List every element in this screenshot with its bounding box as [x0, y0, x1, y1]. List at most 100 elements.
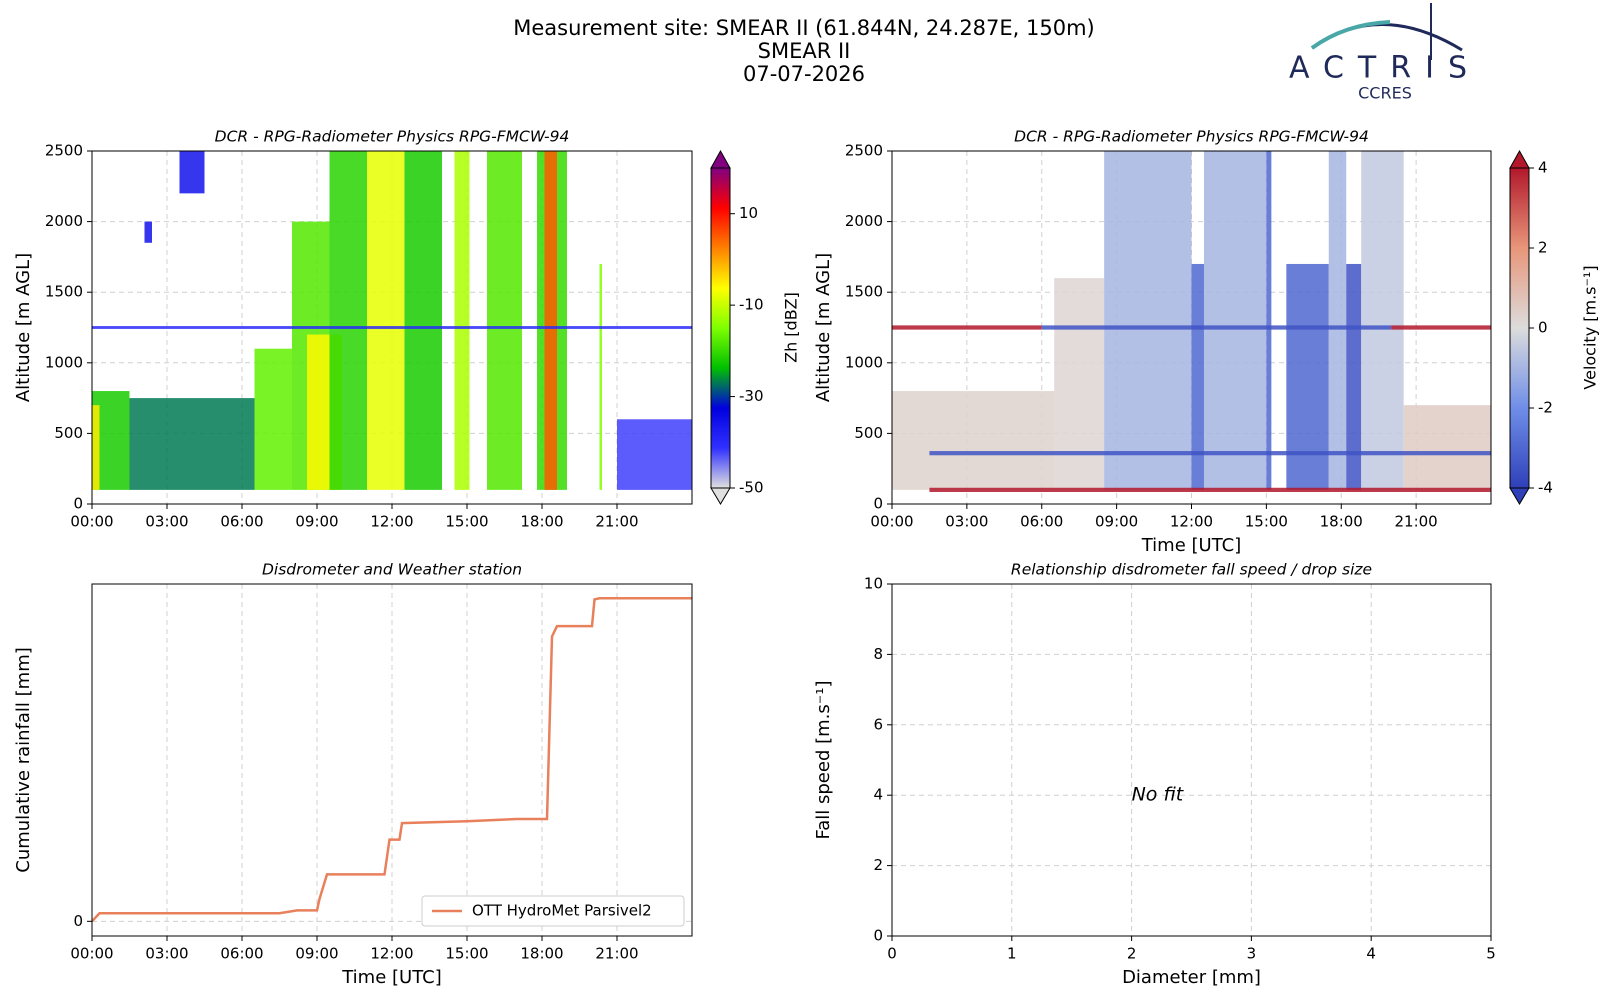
- x-tick-label: 12:00: [1170, 513, 1213, 531]
- axes-frame: [891, 583, 1492, 937]
- y-tick-label: 0: [73, 912, 83, 930]
- colorbar: [1510, 168, 1529, 488]
- logo-name: ACTRIS: [1289, 51, 1481, 86]
- x-tick-label: 3: [1247, 945, 1257, 963]
- heatmap-cell: [1203, 151, 1267, 490]
- heatmap-cell: [129, 398, 255, 490]
- x-tick-label: 18:00: [520, 945, 563, 963]
- x-axis-label: Time [UTC]: [341, 967, 442, 988]
- heatmap-cell: [454, 151, 470, 490]
- colorbar-extension: [1509, 149, 1530, 169]
- panel: No fit 0 1 2 3 4 5 0 2 4 6 8 10 Relationship disdrome…: [813, 561, 1496, 989]
- heatmap-cell: [617, 419, 692, 490]
- panel-title: Disdrometer and Weather station: [262, 561, 522, 579]
- panel-title: DCR - RPG-Radiometer Physics RPG-FMCW-94: [215, 128, 570, 146]
- colorbar-label: Velocity [m.s⁻¹]: [1581, 265, 1600, 389]
- colorbar-tick-label: 4: [1538, 159, 1548, 177]
- suptitle: SMEAR II: [758, 39, 851, 63]
- colorbar-tick-label: -50: [739, 479, 764, 497]
- x-tick-label: 15:00: [445, 513, 488, 531]
- x-tick-label: 4: [1366, 945, 1376, 963]
- logo-arc: [1310, 20, 1391, 50]
- heatmap-cell: [92, 326, 692, 329]
- x-tick-label: 15:00: [1245, 513, 1288, 531]
- colorbar-label: Zh [dBZ]: [782, 292, 801, 363]
- heatmap-cell: [1191, 263, 1204, 490]
- x-tick-label: 5: [1486, 945, 1496, 963]
- colorbar-tick-label: 2: [1538, 239, 1548, 257]
- heatmap-cell: [254, 348, 292, 490]
- heatmap-cell: [487, 151, 522, 490]
- x-axis-label: Diameter [mm]: [1122, 967, 1261, 988]
- y-axis-label: Altitude [m AGL]: [813, 253, 834, 402]
- y-tick-label: 2000: [45, 212, 83, 230]
- x-tick-label: 09:00: [295, 945, 338, 963]
- y-tick-label: 2500: [45, 142, 83, 160]
- x-tick-label: 12:00: [370, 945, 413, 963]
- y-tick-label: 0: [873, 927, 883, 945]
- x-tick-label: 06:00: [220, 945, 263, 963]
- annotation: No fit: [1132, 784, 1185, 806]
- x-tick-label: 06:00: [1020, 513, 1063, 531]
- x-tick-label: 2: [1127, 945, 1137, 963]
- y-tick-label: 1500: [845, 283, 883, 301]
- x-tick-label: 06:00: [220, 513, 263, 531]
- x-axis-label: Time [UTC]: [1141, 535, 1242, 556]
- x-tick-label: 1: [1007, 945, 1017, 963]
- suptitle: 07-07-2026: [743, 62, 865, 86]
- heatmap-cell: [404, 151, 442, 490]
- x-tick-label: 18:00: [1320, 513, 1363, 531]
- colorbar-tick-label: 10: [739, 204, 758, 222]
- y-tick-label: 0: [873, 495, 883, 513]
- plot-area: [892, 584, 1491, 936]
- heatmap-cell: [144, 221, 152, 243]
- logo-subtitle: CCRES: [1358, 84, 1412, 103]
- y-axis-label: Altitude [m AGL]: [13, 253, 34, 402]
- y-tick-label: 6: [873, 715, 883, 733]
- x-tick-label: 03:00: [145, 945, 188, 963]
- y-tick-label: 0: [73, 495, 83, 513]
- panel: OTT HydroMet Parsivel2 00:00 03:00 06:00 09:…: [13, 561, 693, 988]
- y-tick-label: 8: [873, 645, 883, 663]
- x-tick-label: 15:00: [445, 945, 488, 963]
- logo: ACTRIS CCRES: [1289, 3, 1481, 103]
- colorbar-tick-label: -30: [739, 387, 764, 405]
- heatmap-cell: [1391, 325, 1491, 330]
- y-tick-label: 2: [873, 856, 883, 874]
- heatmap-cell: [892, 325, 1042, 330]
- heatmap-cell: [367, 151, 405, 490]
- heatmap-cell: [892, 391, 1055, 490]
- heatmap-cell: [179, 151, 205, 194]
- colorbar-tick-label: -4: [1538, 479, 1553, 497]
- x-tick-label: 21:00: [595, 513, 638, 531]
- y-tick-label: 2500: [845, 142, 883, 160]
- x-tick-label: 03:00: [145, 513, 188, 531]
- colorbar-tick-label: 0: [1538, 319, 1548, 337]
- heatmap-cell: [929, 487, 1491, 492]
- heatmap-cell: [929, 451, 1491, 456]
- colorbar-frame: [710, 167, 731, 489]
- colorbar-extension: [710, 487, 731, 505]
- x-tick-label: 18:00: [520, 513, 563, 531]
- y-tick-label: 1000: [45, 353, 83, 371]
- x-tick-label: 0: [887, 945, 897, 963]
- y-tick-label: 1000: [845, 353, 883, 371]
- y-tick-label: 2000: [845, 212, 883, 230]
- colorbar-tick-label: -2: [1538, 399, 1553, 417]
- y-tick-label: 4: [873, 786, 883, 804]
- heatmap-cell: [1328, 151, 1347, 490]
- x-tick-label: 00:00: [70, 513, 113, 531]
- x-tick-label: 09:00: [295, 513, 338, 531]
- x-tick-label: 21:00: [595, 945, 638, 963]
- heatmap-cell: [544, 151, 557, 490]
- heatmap-cell: [1054, 278, 1105, 490]
- logo-arc: [1311, 23, 1463, 52]
- heatmap-cell: [329, 151, 367, 490]
- heatmap-cell: [1266, 151, 1272, 490]
- y-tick-label: 500: [54, 424, 83, 442]
- heatmap-cell: [1361, 151, 1404, 490]
- heatmap-cell: [1104, 151, 1192, 490]
- x-tick-label: 09:00: [1095, 513, 1138, 531]
- y-axis-label: Fall speed [m.s⁻¹]: [813, 681, 834, 840]
